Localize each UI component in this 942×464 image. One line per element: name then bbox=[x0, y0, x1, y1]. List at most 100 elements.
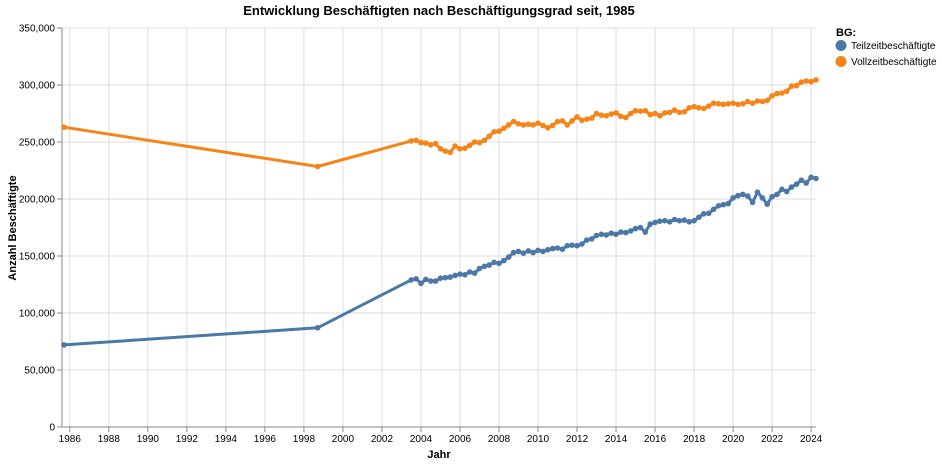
data-point bbox=[447, 149, 454, 156]
data-point bbox=[442, 148, 449, 154]
data-point bbox=[593, 110, 600, 117]
y-tick-label: 0 bbox=[49, 423, 55, 434]
data-point bbox=[564, 242, 571, 249]
data-point bbox=[637, 224, 644, 231]
data-point bbox=[803, 180, 809, 186]
data-point bbox=[730, 195, 736, 201]
data-point bbox=[481, 137, 488, 144]
data-point bbox=[759, 195, 766, 201]
data-point bbox=[715, 101, 722, 107]
data-point bbox=[740, 101, 746, 107]
data-point bbox=[798, 177, 805, 183]
data-point bbox=[720, 101, 727, 108]
data-point bbox=[623, 114, 629, 121]
x-tick-label: 1990 bbox=[137, 434, 160, 445]
data-point bbox=[813, 77, 819, 83]
data-point bbox=[588, 115, 595, 121]
data-point bbox=[686, 105, 692, 111]
data-point bbox=[442, 274, 449, 281]
data-point bbox=[408, 277, 415, 283]
y-tick-label: 150,000 bbox=[19, 252, 56, 263]
data-point bbox=[647, 111, 653, 118]
data-point bbox=[515, 121, 522, 127]
data-point bbox=[418, 280, 424, 287]
data-point bbox=[769, 93, 775, 99]
x-tick-label: 2024 bbox=[800, 434, 823, 445]
x-tick-label: 2000 bbox=[332, 434, 355, 445]
data-point bbox=[598, 231, 605, 238]
data-point bbox=[452, 272, 458, 279]
data-point bbox=[569, 118, 575, 124]
data-point bbox=[510, 249, 517, 256]
data-point bbox=[779, 90, 785, 96]
data-point bbox=[691, 217, 697, 224]
data-point bbox=[413, 137, 419, 144]
data-point bbox=[623, 229, 629, 236]
x-tick-label: 2020 bbox=[722, 434, 745, 445]
data-point bbox=[413, 276, 419, 282]
data-point bbox=[627, 228, 634, 234]
data-point bbox=[418, 139, 424, 146]
data-point bbox=[491, 128, 497, 135]
data-point bbox=[613, 110, 619, 116]
x-tick-label: 1988 bbox=[98, 434, 121, 445]
data-point bbox=[720, 201, 727, 208]
data-point bbox=[657, 113, 663, 119]
data-point bbox=[437, 146, 444, 152]
legend-label: Teilzeitbeschäftigte bbox=[851, 41, 936, 52]
axes: 1986 1988 1990 1992 1994 1996 1998 2000 2002 2004… bbox=[19, 24, 823, 446]
data-point bbox=[603, 232, 610, 238]
data-point bbox=[686, 219, 692, 225]
data-point bbox=[540, 248, 546, 255]
x-tick-label: 2006 bbox=[449, 434, 472, 445]
data-point bbox=[457, 271, 463, 278]
data-point bbox=[584, 116, 590, 122]
data-point bbox=[783, 188, 790, 195]
data-point bbox=[632, 107, 639, 114]
data-point bbox=[61, 124, 67, 130]
data-point bbox=[681, 109, 688, 115]
series-line-1 bbox=[63, 175, 817, 347]
data-point bbox=[462, 272, 468, 278]
data-point bbox=[691, 103, 697, 110]
data-point bbox=[559, 246, 566, 252]
x-tick-label: 2022 bbox=[761, 434, 784, 445]
data-point bbox=[774, 191, 780, 198]
data-point bbox=[715, 203, 722, 209]
data-point bbox=[535, 120, 541, 126]
data-point bbox=[779, 186, 785, 193]
data-point bbox=[696, 105, 702, 111]
data-point bbox=[501, 257, 507, 264]
data-point bbox=[613, 231, 619, 238]
data-point bbox=[545, 125, 551, 131]
data-point bbox=[735, 192, 741, 199]
data-point bbox=[662, 217, 668, 224]
data-point bbox=[652, 219, 658, 226]
data-point bbox=[764, 97, 770, 104]
data-point bbox=[701, 105, 707, 112]
x-tick-label: 2004 bbox=[410, 434, 433, 445]
x-tick-label: 1998 bbox=[293, 434, 316, 445]
data-point bbox=[710, 206, 717, 213]
data-point bbox=[730, 100, 736, 106]
data-point bbox=[705, 103, 712, 109]
data-point bbox=[476, 139, 483, 146]
data-point bbox=[574, 114, 580, 120]
data-point bbox=[749, 100, 756, 106]
data-point bbox=[808, 174, 814, 181]
x-axis-title: Jahr bbox=[427, 449, 451, 461]
data-point bbox=[593, 232, 600, 239]
data-point bbox=[666, 109, 673, 116]
data-point bbox=[427, 278, 434, 284]
x-tick-label: 1992 bbox=[176, 434, 199, 445]
data-point bbox=[598, 112, 605, 118]
legend: BG: Teilzeitbeschäftigte Vollzeitbeschäft… bbox=[835, 27, 937, 68]
data-point bbox=[486, 262, 493, 268]
data-point bbox=[584, 237, 590, 243]
data-point bbox=[530, 249, 536, 256]
data-point bbox=[314, 325, 321, 331]
data-point bbox=[671, 107, 678, 113]
data-point bbox=[788, 83, 795, 89]
y-axis-title: Anzahl Beschäftigte bbox=[7, 175, 19, 280]
data-point bbox=[676, 217, 683, 224]
